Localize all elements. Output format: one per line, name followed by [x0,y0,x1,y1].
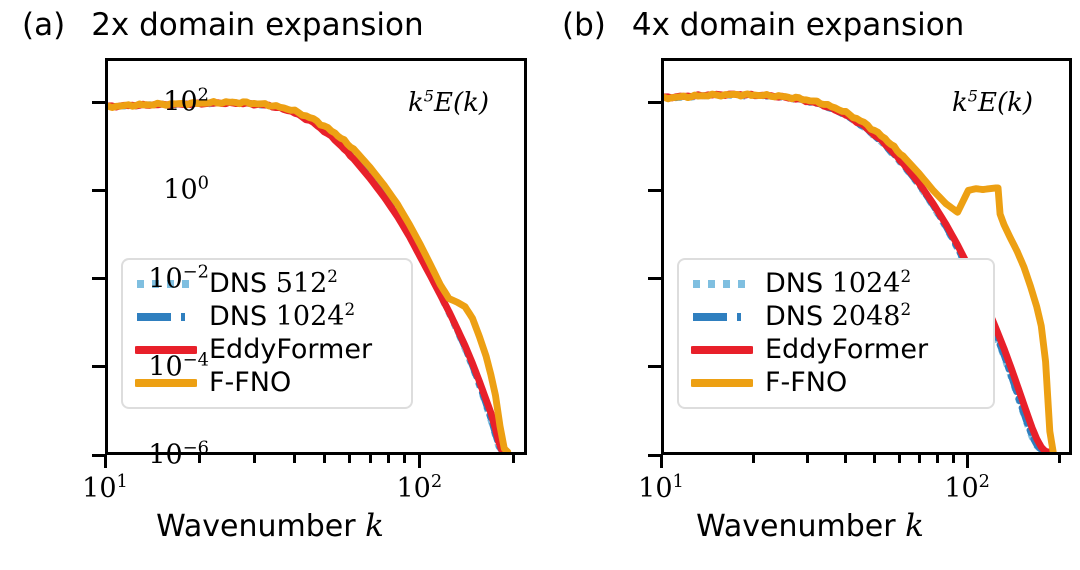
panel-b-xlabel-text: Wavenumber [696,509,896,544]
x-tick-label: 101 [638,471,684,504]
legend-label: DNS 20482 [765,299,912,332]
y-tick-mark [92,277,105,281]
y-tick-mark [92,188,105,192]
legend-key-dotted-icon [691,274,753,294]
y-tick-mark [648,188,661,192]
x-tick-mark-minor [805,455,809,463]
panel-b-legend: DNS 10242 DNS 20482 EddyFormer F-FNO [677,258,995,409]
panel-b-header: (b) 4x domain expansion [540,2,1080,48]
panel-b-annot-tail: E(k) [978,88,1034,118]
panel-b-annot-k: k [952,88,968,118]
y-tick-mark [92,365,105,369]
y-tick-label: 10−2 [148,261,209,295]
legend-item[interactable]: DNS 5122 [135,267,399,300]
x-tick-mark-minor [873,455,877,463]
legend-key-dotted-icon [135,274,197,294]
legend-label: F-FNO [765,367,848,398]
x-tick-mark-minor [253,455,257,463]
y-tick-mark [648,453,661,457]
legend-key-dashdot-icon [135,307,197,327]
x-tick-mark-minor [403,455,407,463]
legend-label: EddyFormer [765,334,929,365]
y-tick-mark [92,100,105,104]
x-tick-mark-minor [918,455,922,463]
legend-key-dashdot-icon [691,307,753,327]
panel-b-annot-exp: 5 [967,86,979,106]
panel-a-xlabel-text: Wavenumber [156,509,356,544]
panel-b-annotation: k5E(k) [952,88,1033,118]
x-tick-mark-minor [1057,455,1061,463]
y-tick-label: 100 [163,172,209,206]
panel-a-annot-tail: E(k) [434,88,490,118]
y-tick-mark [648,365,661,369]
y-tick-label: 10−4 [148,349,209,383]
panel-b-xlabel-math: k [905,508,924,544]
panel-b-title: 4x domain expansion [631,6,965,43]
panel-a-xlabel-math: k [365,508,384,544]
legend-item[interactable]: F-FNO [133,366,399,399]
legend-item[interactable]: DNS 10242 [691,267,981,300]
x-tick-label: 102 [396,471,443,504]
panel-a-axes [105,58,527,455]
x-tick-mark-minor [935,455,939,463]
y-tick-mark [92,453,105,457]
x-tick-mark-minor [387,455,391,463]
x-tick-mark-minor [951,455,955,463]
legend-label: F-FNO [209,367,292,398]
legend-item[interactable]: F-FNO [689,366,981,399]
y-tick-mark [648,277,661,281]
legend-label: DNS 5122 [209,266,338,299]
x-tick-mark-major [103,455,107,468]
panel-a-plot-area [108,98,512,452]
x-tick-label: 102 [944,471,991,504]
x-tick-mark-minor [348,455,352,463]
panel-a-annot-exp: 5 [423,86,435,106]
panel-a-legend: DNS 5122 DNS 10242 EddyFormer F-FNO [121,258,413,409]
panel-a-xlabel: Wavenumber k [0,508,540,544]
legend-label: EddyFormer [209,334,373,365]
panel-a-title: 2x domain expansion [91,6,424,43]
x-tick-mark-minor [843,455,847,463]
panel-a-tag: (a) [22,6,66,43]
x-tick-mark-minor [369,455,373,463]
legend-key-solid-icon [133,340,199,360]
legend-key-solid-icon [689,340,755,360]
x-tick-mark-major [659,455,663,468]
legend-item[interactable]: EddyFormer [689,333,981,366]
legend-label: DNS 10242 [765,266,912,299]
panel-a-annot-k: k [408,88,424,118]
x-tick-mark-minor [897,455,901,463]
legend-item[interactable]: DNS 20482 [691,300,981,333]
series-f-fno [664,90,1057,452]
panel-a: (a) 2x domain expansion 10210010−210−410… [0,0,540,570]
legend-key-solid-icon [133,373,199,393]
y-tick-mark [648,100,661,104]
panel-b: (b) 4x domain expansion 102 100 10−2 10−4 10… [148,0,1080,570]
legend-item[interactable]: DNS 10242 [135,300,399,333]
x-tick-mark-major [417,455,421,468]
x-tick-label: 101 [82,471,128,504]
panel-a-header: (a) 2x domain expansion [0,2,540,48]
y-tick-label: 102 [163,84,209,118]
x-tick-mark-minor [512,455,516,463]
panel-b-tag: (b) [562,6,606,43]
legend-label: DNS 10242 [209,299,356,332]
x-tick-mark-minor [751,455,755,463]
panel-b-plot-area [664,90,1057,452]
panel-b-xlabel: Wavenumber k [540,508,1080,544]
legend-item[interactable]: EddyFormer [133,333,399,366]
panel-a-annotation: k5E(k) [408,88,489,118]
panel-b-ytick-labels: 102 100 10−2 10−4 10−6 [148,0,648,570]
x-tick-mark-major [965,455,969,468]
legend-key-solid-icon [689,373,755,393]
x-tick-mark-minor [292,455,296,463]
y-tick-label: 10−6 [148,437,209,471]
series-f-fno [108,98,512,452]
x-tick-mark-minor [323,455,327,463]
x-tick-mark-minor [198,455,202,463]
